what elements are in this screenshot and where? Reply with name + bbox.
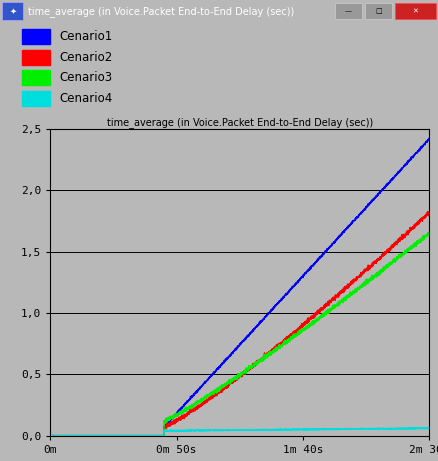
Cenario4 (378, 426, 384, 431)
Text: Cenario4: Cenario4 (59, 92, 113, 105)
Text: ✦: ✦ (9, 6, 16, 16)
Cenario3 (113, 433, 119, 438)
Cenario2 (427, 209, 432, 215)
FancyBboxPatch shape (335, 3, 362, 19)
Cenario4 (407, 425, 413, 431)
Text: Cenario2: Cenario2 (59, 51, 113, 64)
Cenario2 (91, 433, 96, 438)
Cenario1 (427, 136, 432, 141)
Cenario4 (91, 433, 96, 438)
Cenario1 (91, 433, 96, 438)
Cenario2 (113, 433, 119, 438)
Cenario2 (48, 433, 53, 438)
FancyBboxPatch shape (395, 3, 436, 19)
Cenario2 (193, 405, 198, 410)
Cenario1 (209, 372, 215, 378)
Line: Cenario1: Cenario1 (50, 138, 429, 436)
Text: Cenario3: Cenario3 (59, 71, 112, 84)
Cenario2 (419, 216, 424, 222)
Bar (22, 49, 50, 65)
Text: —: — (345, 8, 352, 14)
Cenario4 (113, 433, 119, 438)
Cenario3 (48, 433, 53, 438)
Cenario3 (193, 402, 198, 407)
FancyBboxPatch shape (365, 3, 392, 19)
Line: Cenario2: Cenario2 (50, 212, 429, 436)
Cenario2 (209, 395, 215, 400)
FancyBboxPatch shape (2, 2, 23, 20)
Cenario3 (378, 270, 384, 276)
Line: Cenario3: Cenario3 (50, 233, 429, 436)
Cenario3 (91, 433, 96, 438)
Text: time_average (in Voice.Packet End-to-End Delay (sec)): time_average (in Voice.Packet End-to-End… (28, 6, 295, 17)
Cenario2 (425, 209, 430, 214)
Cenario4 (419, 426, 424, 431)
Cenario3 (427, 231, 432, 236)
Line: Cenario4: Cenario4 (50, 428, 429, 436)
Cenario3 (209, 390, 215, 396)
Cenario3 (426, 230, 431, 236)
Cenario3 (419, 236, 424, 242)
Cenario4 (209, 428, 215, 433)
Text: Cenario1: Cenario1 (59, 30, 113, 43)
Title: time_average (in Voice.Packet End-to-End Delay (sec)): time_average (in Voice.Packet End-to-End… (107, 117, 373, 128)
Cenario2 (378, 254, 384, 260)
Cenario4 (193, 428, 198, 433)
Cenario1 (48, 433, 53, 438)
Bar (22, 29, 50, 44)
Text: □: □ (375, 8, 382, 14)
Cenario1 (419, 145, 424, 150)
Cenario4 (427, 426, 432, 431)
Text: ✕: ✕ (412, 8, 418, 14)
Cenario1 (113, 433, 119, 438)
Bar (22, 91, 50, 106)
Cenario1 (193, 390, 198, 396)
Bar (22, 71, 50, 85)
Cenario4 (48, 433, 53, 438)
Cenario1 (378, 189, 384, 194)
